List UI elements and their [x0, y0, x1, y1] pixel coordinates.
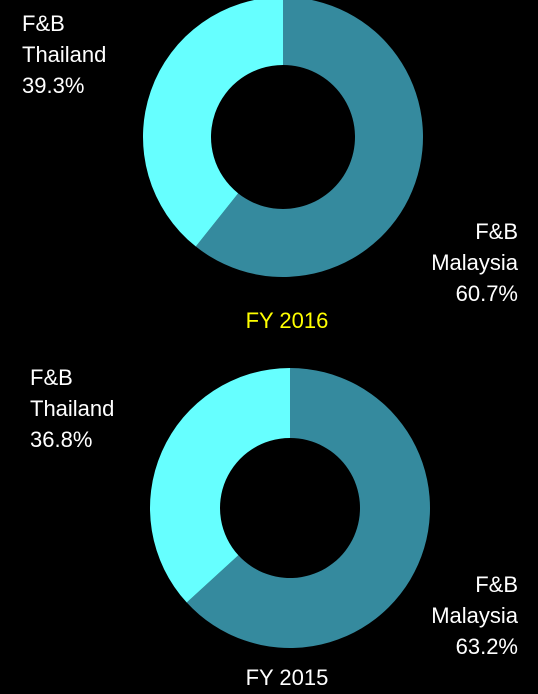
donut-slice [195, 0, 423, 277]
slice-category: F&B Malaysia [431, 572, 518, 628]
chart-title: FY 2015 [245, 665, 329, 690]
slice-category: F&B Thailand [22, 11, 107, 67]
donut-slice [150, 368, 290, 603]
slice-value: 60.7% [455, 281, 518, 306]
slice-label: F&B Thailand 36.8% [30, 362, 160, 455]
donut-slice [143, 0, 283, 247]
slice-value: 39.3% [22, 73, 85, 98]
slice-category: F&B Malaysia [431, 219, 518, 275]
chart-title: FY 2016 [245, 308, 329, 333]
slice-value: 63.2% [455, 634, 518, 659]
slice-label: F&B Malaysia 63.2% [388, 569, 518, 662]
slice-category: F&B Thailand [30, 365, 115, 421]
slice-label: F&B Thailand 39.3% [22, 8, 152, 101]
slice-label: F&B Malaysia 60.7% [388, 216, 518, 309]
slice-value: 36.8% [30, 427, 93, 452]
donut-slice [186, 368, 431, 648]
